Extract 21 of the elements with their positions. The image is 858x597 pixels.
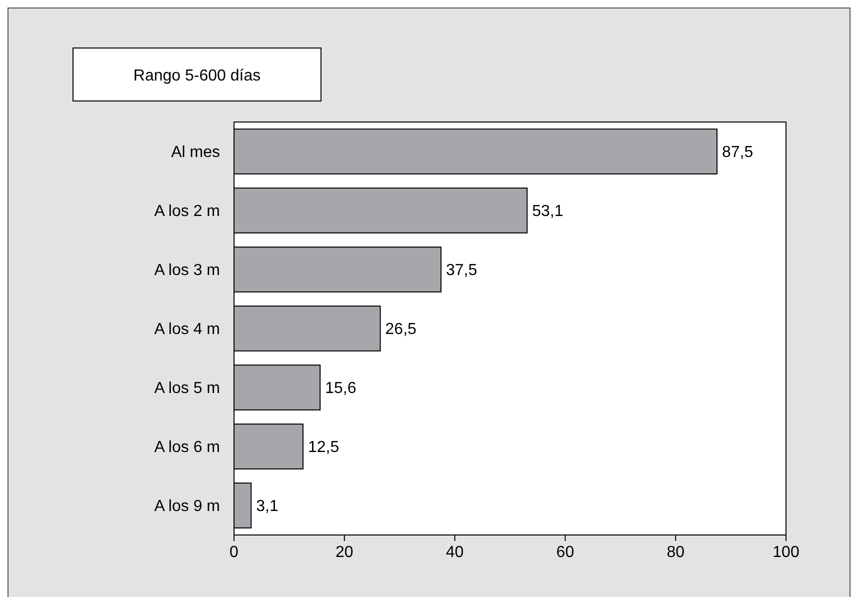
x-tick-label: 0	[230, 544, 239, 561]
data-label: 37,5	[446, 262, 478, 280]
x-tick-label: 80	[666, 544, 685, 561]
x-tick-label: 40	[446, 544, 464, 561]
y-tick-label: A los 4 m	[154, 321, 220, 338]
chart-title: Rango 5-600 días	[133, 68, 261, 85]
y-tick-label: A los 5 m	[154, 380, 220, 398]
data-label: 26,5	[385, 321, 417, 338]
data-label: 87,5	[722, 144, 754, 162]
data-label: 15,6	[325, 380, 356, 398]
y-tick-label: Al mes	[171, 144, 220, 162]
y-tick-label: A los 6 m	[154, 439, 220, 456]
data-label: 12,5	[308, 439, 340, 456]
y-tick-label: A los 2 m	[154, 203, 220, 220]
data-label: 53,1	[532, 203, 564, 220]
data-label: 3,1	[256, 498, 278, 516]
x-tick-label: 20	[336, 544, 354, 561]
y-tick-label: A los 3 m	[154, 262, 220, 280]
x-tick-label: 100	[772, 544, 800, 561]
y-tick-label: A los 9 m	[154, 498, 220, 516]
x-tick-label: 60	[556, 544, 574, 561]
